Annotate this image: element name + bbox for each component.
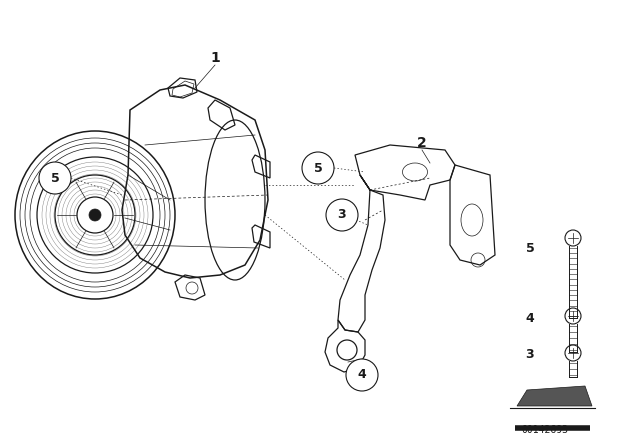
Circle shape: [346, 359, 378, 391]
Circle shape: [302, 152, 334, 184]
Text: 1: 1: [210, 51, 220, 65]
Circle shape: [326, 199, 358, 231]
Polygon shape: [517, 386, 592, 406]
Text: 00142693: 00142693: [522, 425, 568, 435]
Text: 3: 3: [338, 208, 346, 221]
Text: 4: 4: [525, 311, 534, 324]
Text: 3: 3: [525, 349, 534, 362]
Text: 4: 4: [358, 369, 366, 382]
Circle shape: [39, 162, 71, 194]
Ellipse shape: [89, 209, 101, 221]
Text: 2: 2: [417, 136, 427, 150]
Text: 5: 5: [314, 161, 323, 175]
Text: 5: 5: [525, 241, 534, 254]
Text: 5: 5: [51, 172, 60, 185]
